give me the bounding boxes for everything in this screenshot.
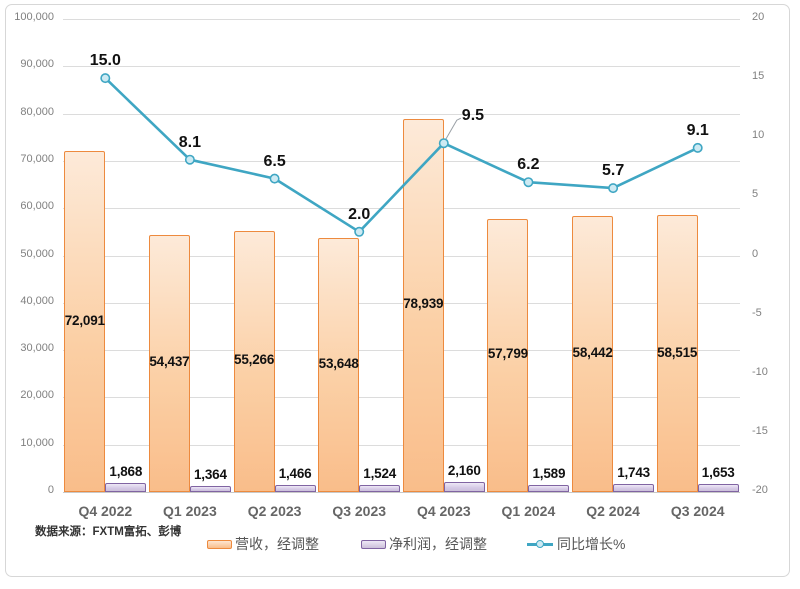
growth-value-label: 9.5 (461, 107, 485, 125)
growth-value-label: 6.5 (263, 152, 286, 170)
x-axis-label: Q4 2023 (416, 503, 471, 519)
left-axis-tick: 90,000 (20, 58, 54, 71)
legend-label-profit: 净利润，经调整 (389, 536, 487, 552)
x-axis-label: Q1 2023 (163, 503, 217, 519)
legend-item-revenue[interactable]: 营收，经调整 (207, 534, 319, 554)
revenue-bar (233, 230, 275, 492)
legend-label-revenue: 营收，经调整 (235, 536, 319, 552)
left-axis-tick: 70,000 (20, 152, 54, 165)
right-axis-tick: 20 (752, 11, 765, 23)
revenue-bar (402, 118, 444, 492)
left-axis-tick: 20,000 (20, 389, 54, 402)
revenue-bar (487, 218, 529, 492)
profit-value-label: 1,364 (193, 466, 227, 482)
revenue-value-label: 57,799 (487, 346, 528, 362)
x-axis-label: Q4 2022 (78, 503, 133, 519)
right-axis-tick: -10 (752, 365, 768, 378)
growth-value-label: 5.7 (601, 162, 625, 180)
profit-value-label: 1,524 (363, 465, 397, 481)
revenue-bar (64, 151, 106, 492)
revenue-value-label: 78,939 (403, 296, 444, 312)
right-axis-tick: 10 (752, 129, 765, 142)
left-axis-tick: 100,000 (14, 11, 54, 23)
revenue-swatch-icon (207, 539, 232, 549)
gridline (63, 113, 740, 115)
profit-bar (105, 483, 147, 492)
left-axis-tick: 40,000 (20, 294, 54, 307)
right-axis-tick: -5 (752, 306, 762, 319)
left-axis-tick: 80,000 (20, 105, 54, 118)
x-axis-label: Q1 2024 (501, 503, 556, 519)
right-axis-tick: 15 (752, 70, 765, 83)
x-axis-label: Q3 2024 (670, 503, 725, 519)
revenue-value-label: 53,648 (318, 356, 359, 372)
growth-value-label: 6.2 (517, 156, 540, 174)
profit-value-label: 2,160 (447, 462, 481, 478)
profit-bar (528, 484, 570, 492)
profit-value-label: 1,743 (617, 464, 650, 480)
right-axis-tick: -20 (752, 484, 768, 496)
gridline (63, 492, 740, 493)
x-axis-label: Q2 2024 (586, 503, 640, 519)
profit-bar (697, 484, 739, 492)
gridline (63, 66, 740, 68)
profit-bar (274, 485, 316, 492)
revenue-bar (656, 215, 698, 492)
left-axis-tick: 30,000 (20, 342, 54, 355)
revenue-bar (318, 238, 360, 492)
revenue-bar (572, 215, 614, 492)
left-axis-tick: 10,000 (20, 436, 54, 449)
right-axis-tick: 5 (752, 188, 759, 201)
legend-item-growth[interactable]: 同比增长% (527, 534, 625, 554)
gridline (63, 160, 740, 162)
profit-value-label: 1,653 (701, 465, 735, 481)
growth-value-label: 2.0 (348, 205, 371, 223)
left-axis-tick: 0 (47, 484, 54, 496)
gridline (63, 208, 740, 210)
gridline (63, 255, 740, 257)
line-marker-icon (527, 539, 553, 549)
legend-item-profit[interactable]: 净利润，经调整 (361, 534, 487, 554)
growth-value-label: 8.1 (178, 133, 202, 151)
revenue-value-label: 54,437 (149, 354, 190, 370)
x-axis-label: Q3 2023 (332, 503, 387, 519)
left-axis-tick: 60,000 (20, 200, 54, 213)
profit-swatch-icon (361, 539, 386, 549)
profit-bar (443, 481, 485, 492)
right-axis-tick: 0 (752, 247, 759, 260)
gridline (63, 444, 740, 446)
left-axis-tick: 50,000 (20, 247, 54, 260)
revenue-value-label: 55,266 (234, 352, 275, 368)
growth-value-label: 15.0 (89, 52, 121, 70)
gridline (63, 302, 740, 304)
gridline (63, 350, 740, 352)
gridline (63, 19, 740, 20)
profit-value-label: 1,589 (532, 465, 566, 481)
revenue-value-label: 58,442 (572, 344, 613, 360)
growth-value-label: 9.1 (686, 121, 709, 139)
profit-bar (189, 485, 231, 492)
right-axis-tick: -15 (752, 424, 768, 437)
revenue-value-label: 58,515 (657, 344, 698, 360)
revenue-value-label: 72,091 (64, 312, 105, 328)
gridline (63, 397, 740, 399)
profit-value-label: 1,868 (109, 464, 143, 480)
legend-label-growth: 同比增长% (557, 536, 626, 552)
profit-bar (359, 484, 401, 492)
revenue-bar (148, 234, 190, 492)
profit-value-label: 1,466 (278, 466, 312, 482)
x-axis-label: Q2 2023 (247, 503, 302, 519)
source-note: 数据来源：FXTM富拓、彭博 (35, 526, 182, 538)
profit-bar (613, 483, 655, 492)
